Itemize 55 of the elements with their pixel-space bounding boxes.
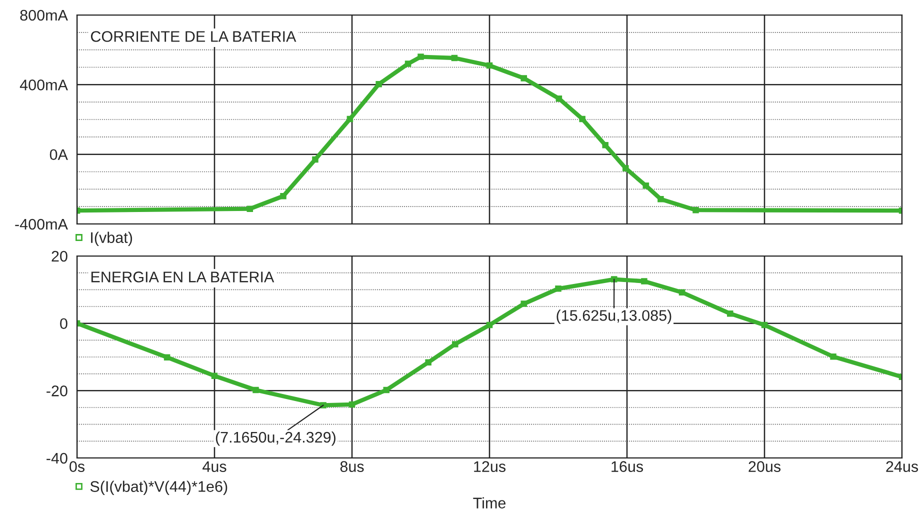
point	[727, 310, 734, 317]
point	[642, 182, 650, 189]
x-tick-label: 4us	[202, 461, 226, 472]
y-tick-label: -40	[46, 452, 68, 464]
point	[641, 278, 648, 284]
point	[312, 156, 318, 163]
legend-label: I(vbat)	[91, 232, 132, 246]
y-tick-label: 0	[60, 318, 68, 330]
point	[486, 322, 493, 328]
point	[556, 95, 562, 102]
point	[418, 54, 424, 60]
point	[246, 206, 254, 212]
line-series	[77, 54, 902, 214]
point	[555, 286, 562, 292]
x-tick-label: 20us	[748, 461, 781, 472]
x-tick-label: 12us	[474, 461, 506, 472]
point	[280, 193, 286, 200]
y-tick-label: 0A	[50, 149, 68, 160]
y-tick-label: 20	[52, 250, 68, 262]
legend-label: S(I(vbat)*V(44)*1e6)	[90, 480, 228, 495]
y-tick-label: 800mA	[20, 10, 68, 21]
point	[164, 354, 170, 360]
point	[602, 142, 608, 148]
point	[346, 116, 354, 122]
point	[383, 386, 390, 394]
point	[579, 116, 586, 122]
x-tick-label: 24us	[886, 461, 918, 472]
point	[425, 359, 432, 366]
x-tick-label: 16us	[612, 461, 644, 472]
point	[520, 300, 527, 307]
point	[678, 289, 686, 296]
annotation: (7.1650u,-24.329)	[216, 431, 336, 446]
point	[520, 75, 527, 82]
point	[404, 60, 412, 67]
point	[692, 206, 699, 214]
y-tick-label: -400mA	[15, 218, 68, 230]
point	[761, 322, 768, 328]
point	[451, 54, 458, 62]
text: ENERGIA EN LA BATERIA	[91, 272, 274, 282]
y-tick-label: 400mA	[20, 80, 68, 90]
point	[658, 196, 664, 202]
point	[622, 165, 629, 172]
point	[211, 372, 218, 379]
x-tick-label: 8us	[340, 461, 364, 472]
point	[252, 386, 259, 394]
y-tick-label: -20	[46, 386, 68, 396]
point	[348, 401, 356, 408]
point	[452, 341, 458, 348]
x-axis-title: Time	[473, 497, 506, 508]
point	[376, 81, 382, 88]
x-tick-label: 0s	[70, 461, 85, 472]
point	[486, 62, 493, 69]
text: CORRIENTE DE LA BATERIA	[90, 31, 296, 42]
point	[830, 354, 836, 360]
annotation: (15.625u,13.085)	[556, 310, 672, 324]
